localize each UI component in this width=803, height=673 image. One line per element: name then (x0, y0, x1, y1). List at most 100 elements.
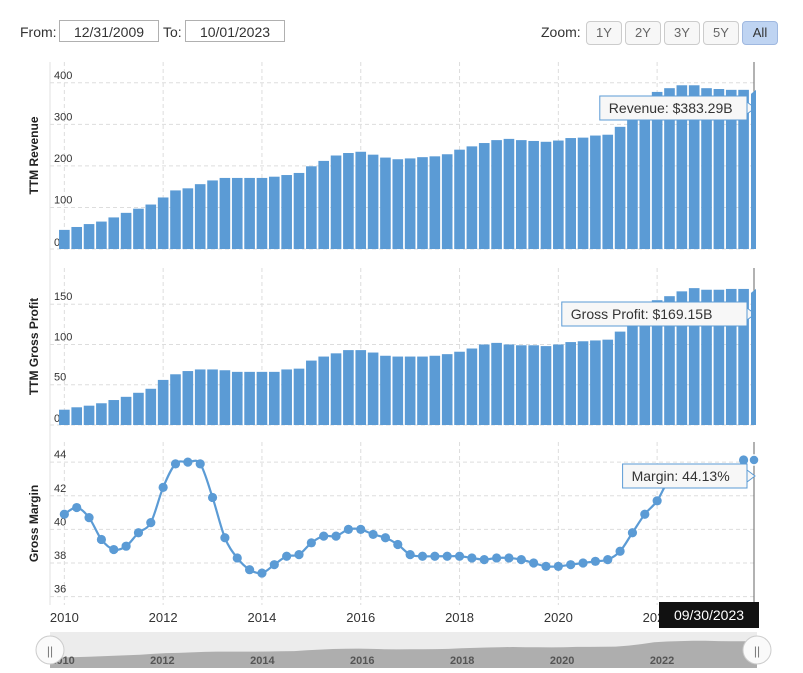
data-point (442, 551, 452, 561)
bar (231, 371, 243, 425)
bar (170, 374, 181, 425)
bar (441, 354, 453, 425)
data-point (72, 502, 82, 513)
y-axis-title: TTM Revenue (27, 116, 41, 194)
data-point (306, 538, 316, 548)
y-tick-label: 150 (54, 291, 72, 303)
cursor-date-badge: 09/30/2023 (659, 602, 759, 628)
bar (293, 368, 305, 425)
bar (182, 188, 194, 249)
data-point (343, 524, 353, 534)
bar (355, 151, 367, 249)
to-date-input[interactable]: 10/01/2023 (185, 20, 285, 42)
data-point (356, 524, 366, 534)
tooltip-text: Margin: 44.13% (632, 468, 730, 484)
data-point (504, 553, 514, 563)
bar (120, 396, 132, 425)
bar (256, 177, 268, 249)
bar (120, 212, 132, 249)
bar (577, 341, 589, 425)
from-date-input[interactable]: 12/31/2009 (59, 20, 159, 42)
bar (676, 291, 688, 425)
data-point (738, 455, 749, 465)
data-point (368, 529, 378, 540)
range-controls: From: 12/31/2009 To: 10/01/2023 Zoom: 1Y… (0, 0, 803, 60)
bar (454, 351, 465, 425)
data-point (627, 528, 638, 538)
navigator-left-handle[interactable]: || (35, 635, 65, 665)
bar (71, 407, 83, 425)
bar (577, 137, 589, 249)
bar (528, 345, 539, 425)
bar (219, 177, 231, 249)
navigator-label: 2020 (550, 655, 574, 667)
bar (207, 369, 218, 425)
zoom-all-button[interactable]: All (742, 21, 778, 45)
hover-bar-edge (751, 288, 756, 425)
bar (281, 175, 292, 249)
bar (701, 289, 712, 425)
bar (590, 135, 601, 249)
bar (182, 371, 194, 425)
navigator-series (50, 640, 757, 668)
bar (83, 224, 95, 249)
data-point (133, 528, 144, 538)
bar (330, 155, 342, 249)
y-tick-label: 300 (54, 111, 72, 123)
zoom-3y-button[interactable]: 3Y (664, 21, 700, 45)
navigator-right-handle[interactable]: || (742, 635, 772, 665)
bar (540, 141, 552, 249)
data-point (516, 555, 526, 565)
bar (71, 226, 83, 249)
y-axis-title: Gross Margin (27, 485, 41, 562)
bar (651, 91, 663, 249)
bar (491, 140, 502, 249)
bar (96, 403, 107, 425)
zoom-5y-button[interactable]: 5Y (703, 21, 739, 45)
bar (627, 320, 638, 425)
y-tick-label: 42 (54, 483, 66, 495)
bar (404, 356, 416, 425)
bar (194, 369, 206, 425)
x-tick-label: 2016 (346, 610, 375, 625)
bar (219, 370, 231, 425)
bar (515, 140, 527, 249)
bar (157, 197, 169, 249)
bar (454, 149, 465, 249)
bar (417, 356, 428, 425)
bar (688, 85, 700, 250)
hover-marker (748, 454, 760, 466)
tooltip: Margin: 44.13% (622, 454, 760, 489)
bar (306, 360, 317, 425)
data-point (590, 556, 600, 566)
bar (133, 392, 144, 425)
bar (614, 331, 626, 425)
data-point (207, 492, 218, 503)
x-tick-label: 2014 (247, 610, 276, 625)
data-point (566, 560, 576, 570)
data-point (603, 555, 613, 565)
bar (145, 388, 157, 425)
bar (380, 157, 391, 249)
data-point (529, 558, 539, 568)
y-tick-label: 38 (54, 550, 66, 562)
data-point (640, 509, 650, 519)
bar (565, 342, 576, 425)
bar (96, 221, 107, 249)
to-label: To: (163, 24, 182, 40)
bar (503, 344, 515, 425)
bar (614, 126, 626, 249)
zoom-2y-button[interactable]: 2Y (625, 21, 661, 45)
data-point (59, 509, 69, 519)
bar (133, 208, 144, 249)
bar (738, 89, 749, 249)
bar (256, 371, 268, 425)
tooltip-text: Revenue: $383.29B (609, 100, 733, 116)
zoom-1y-button[interactable]: 1Y (586, 21, 622, 45)
data-point (454, 551, 465, 561)
bar (725, 288, 737, 425)
bar (701, 88, 712, 250)
panel-2: 0 50 100 150 TTM Gross Profit (27, 268, 757, 426)
data-point (109, 544, 119, 555)
bar (268, 371, 280, 425)
